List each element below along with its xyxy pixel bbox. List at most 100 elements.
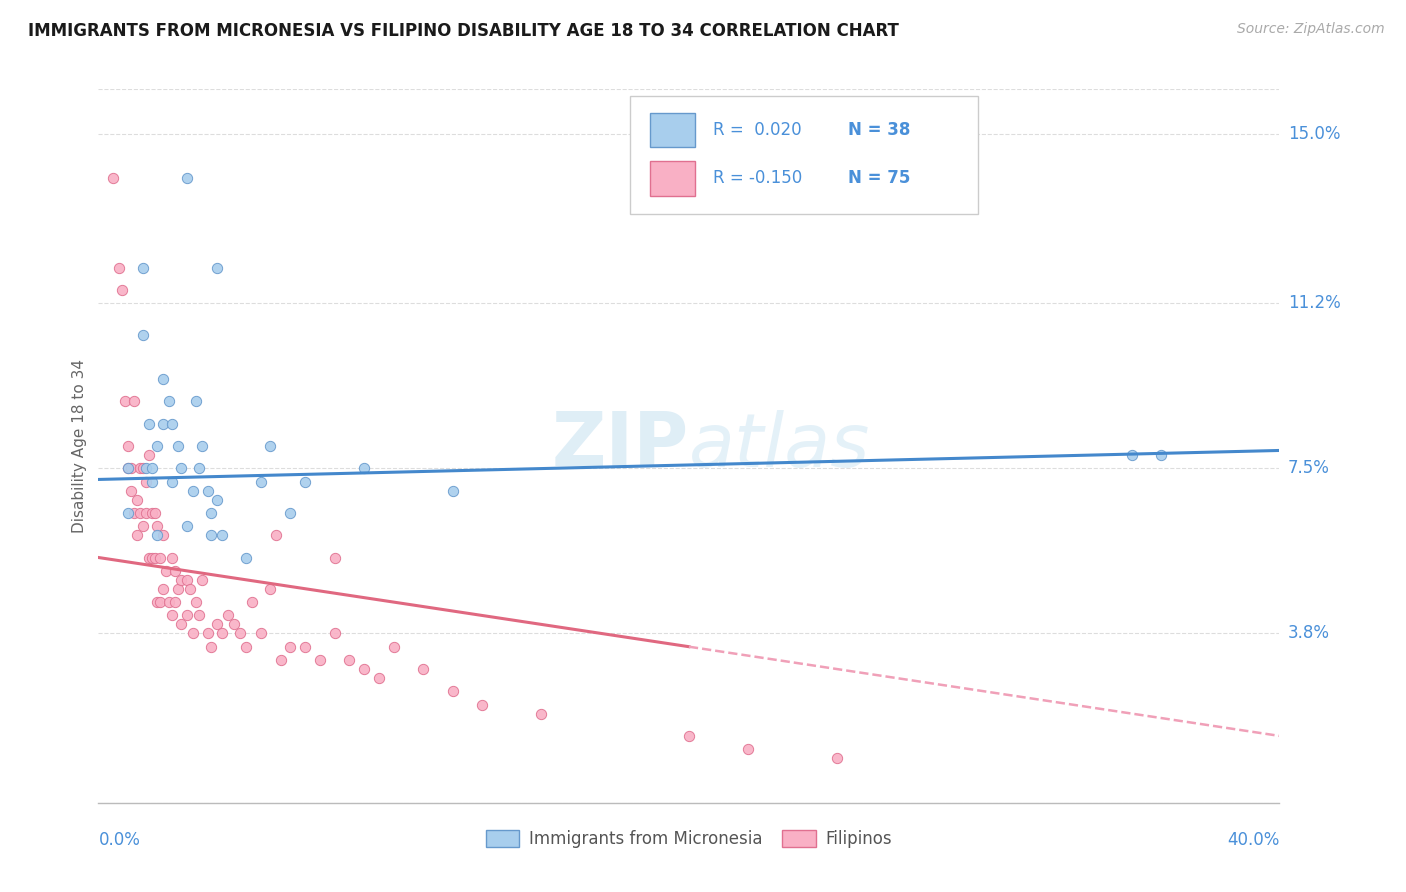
Point bbox=[157, 595, 180, 609]
Point bbox=[200, 640, 222, 654]
Point bbox=[323, 550, 346, 565]
Text: 40.0%: 40.0% bbox=[1227, 830, 1279, 848]
Point bbox=[412, 662, 434, 676]
Point bbox=[1121, 448, 1143, 462]
Point bbox=[264, 528, 287, 542]
Point bbox=[138, 417, 160, 431]
Point bbox=[146, 439, 169, 453]
Point bbox=[368, 671, 391, 685]
Text: 7.5%: 7.5% bbox=[1288, 459, 1330, 477]
Text: R =  0.020: R = 0.020 bbox=[713, 121, 801, 139]
Point bbox=[117, 461, 139, 475]
Point bbox=[229, 626, 252, 640]
FancyBboxPatch shape bbox=[630, 96, 979, 214]
Point bbox=[120, 461, 142, 475]
Point bbox=[278, 640, 302, 654]
Point bbox=[146, 528, 169, 542]
Point bbox=[141, 506, 163, 520]
Text: IMMIGRANTS FROM MICRONESIA VS FILIPINO DISABILITY AGE 18 TO 34 CORRELATION CHART: IMMIGRANTS FROM MICRONESIA VS FILIPINO D… bbox=[28, 22, 898, 40]
Point bbox=[167, 582, 190, 596]
Point bbox=[132, 461, 155, 475]
Point bbox=[179, 582, 201, 596]
Point bbox=[149, 550, 172, 565]
Point bbox=[825, 751, 848, 765]
Point bbox=[181, 626, 204, 640]
Point bbox=[187, 461, 209, 475]
Y-axis label: Disability Age 18 to 34: Disability Age 18 to 34 bbox=[72, 359, 87, 533]
Point bbox=[152, 582, 174, 596]
Point bbox=[149, 595, 172, 609]
Text: 3.8%: 3.8% bbox=[1288, 624, 1330, 642]
Point bbox=[176, 171, 198, 186]
Point bbox=[294, 640, 316, 654]
Point bbox=[157, 394, 180, 409]
Point bbox=[235, 550, 257, 565]
Point bbox=[103, 171, 125, 186]
Point bbox=[200, 506, 222, 520]
Point bbox=[197, 483, 219, 498]
Point bbox=[441, 483, 464, 498]
Text: 15.0%: 15.0% bbox=[1288, 125, 1340, 143]
Point bbox=[125, 492, 148, 507]
Text: atlas: atlas bbox=[689, 410, 870, 482]
Point bbox=[337, 653, 360, 667]
Point bbox=[108, 260, 131, 275]
Point bbox=[471, 698, 494, 712]
Point bbox=[146, 595, 169, 609]
Point bbox=[135, 475, 157, 489]
Point bbox=[114, 394, 136, 409]
Point bbox=[111, 283, 134, 297]
Point bbox=[152, 417, 174, 431]
Point bbox=[270, 653, 292, 667]
Point bbox=[211, 626, 233, 640]
Point bbox=[197, 626, 219, 640]
Point bbox=[170, 573, 193, 587]
Point bbox=[132, 327, 155, 342]
Point bbox=[167, 439, 190, 453]
Point bbox=[441, 684, 464, 698]
Text: 11.2%: 11.2% bbox=[1288, 294, 1340, 312]
Text: N = 75: N = 75 bbox=[848, 169, 911, 187]
Point bbox=[323, 626, 346, 640]
Text: 0.0%: 0.0% bbox=[98, 830, 141, 848]
Point bbox=[132, 260, 155, 275]
Point bbox=[181, 483, 204, 498]
Point bbox=[128, 506, 150, 520]
Legend: Immigrants from Micronesia, Filipinos: Immigrants from Micronesia, Filipinos bbox=[479, 823, 898, 855]
Point bbox=[135, 461, 157, 475]
Point bbox=[138, 550, 160, 565]
Text: ZIP: ZIP bbox=[551, 409, 689, 483]
Point bbox=[184, 394, 207, 409]
Point bbox=[382, 640, 405, 654]
Point bbox=[141, 461, 163, 475]
Point bbox=[309, 653, 332, 667]
Point bbox=[205, 492, 228, 507]
Point bbox=[138, 448, 160, 462]
Point bbox=[259, 439, 281, 453]
Point bbox=[162, 417, 183, 431]
FancyBboxPatch shape bbox=[650, 161, 695, 195]
Point bbox=[217, 608, 239, 623]
Point bbox=[165, 564, 187, 578]
Point bbox=[146, 519, 169, 533]
Point bbox=[200, 528, 222, 542]
Point bbox=[353, 662, 375, 676]
Point bbox=[187, 608, 209, 623]
Point bbox=[530, 706, 553, 721]
Point bbox=[191, 439, 214, 453]
Point bbox=[191, 573, 214, 587]
Point bbox=[259, 582, 281, 596]
Point bbox=[162, 475, 183, 489]
Point bbox=[176, 608, 198, 623]
Point bbox=[250, 475, 273, 489]
Point bbox=[224, 617, 246, 632]
FancyBboxPatch shape bbox=[650, 112, 695, 147]
Point bbox=[353, 461, 375, 475]
Point bbox=[135, 506, 157, 520]
Point bbox=[117, 506, 139, 520]
Point bbox=[165, 595, 187, 609]
Point bbox=[120, 483, 142, 498]
Point bbox=[128, 461, 150, 475]
Point bbox=[162, 608, 183, 623]
Point bbox=[125, 528, 148, 542]
